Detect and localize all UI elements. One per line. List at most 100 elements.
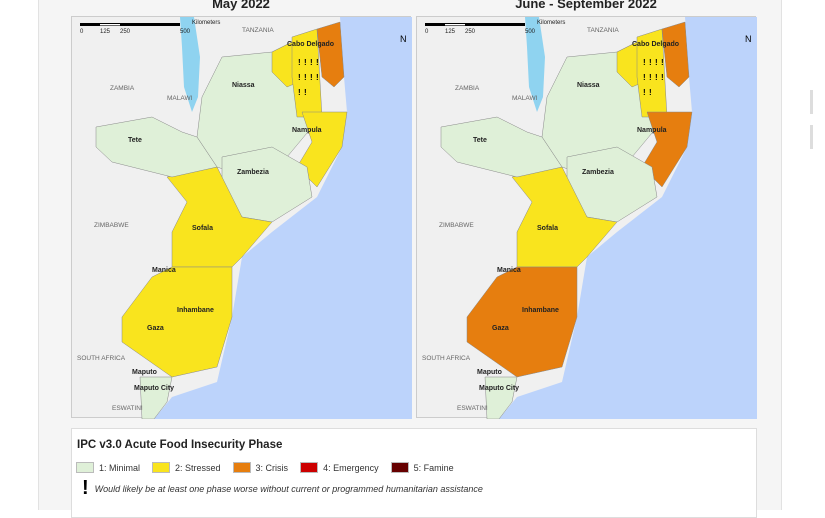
exclamation-marker: !: [304, 73, 307, 82]
scale-tick: 250: [120, 29, 131, 35]
region-central[interactable]: [166, 166, 273, 268]
north-arrow-icon: N: [745, 34, 752, 44]
exclamation-marker: !: [310, 58, 313, 67]
exclamation-marker: !: [661, 73, 664, 82]
province-label: Tete: [128, 137, 142, 144]
scale-tick: 250: [465, 29, 476, 35]
province-label: Gaza: [147, 325, 164, 332]
region-maputo[interactable]: [484, 376, 518, 419]
legend-title: IPC v3.0 Acute Food Insecurity Phase: [77, 439, 283, 451]
map-title-may: May 2022: [212, 0, 270, 11]
lake-malawi: [525, 17, 545, 112]
north-arrow-icon: N: [400, 34, 407, 44]
province-label: Maputo: [477, 369, 502, 376]
legend-swatch: [300, 462, 319, 473]
country-label: ZIMBABWE: [439, 222, 474, 229]
province-label: Manica: [497, 267, 521, 274]
exclamation-marker: !: [304, 58, 307, 67]
map-may-2022: !!!!!!!!!! N 0 125 250 500 Kilometers Niassa Ca…: [71, 16, 412, 419]
province-label: Tete: [473, 137, 487, 144]
province-label: Nampula: [637, 127, 667, 134]
country-label: TANZANIA: [242, 27, 274, 34]
province-label: Cabo Delgado: [287, 41, 335, 48]
exclamation-marker: !: [649, 73, 652, 82]
exclamation-marker: !: [655, 73, 658, 82]
province-label: Maputo: [132, 369, 157, 376]
region-cabo-delgado-coast[interactable]: [316, 21, 345, 88]
legend-swatch: [152, 462, 171, 473]
legend: IPC v3.0 Acute Food Insecurity Phase 1: …: [71, 428, 757, 518]
scroll-edge: [810, 90, 813, 114]
exclamation-marker: !: [661, 58, 664, 67]
scale-tick: 500: [180, 29, 191, 35]
legend-label: 4: Emergency: [323, 462, 379, 473]
province-label: Maputo City: [479, 385, 520, 392]
region-maputo[interactable]: [139, 376, 173, 419]
map-title-jun-sep: June - September 2022: [515, 0, 657, 11]
exclamation-marker: !: [298, 73, 301, 82]
exclamation-marker: !: [316, 58, 319, 67]
exclamation-marker: !: [649, 58, 652, 67]
country-label: ESWATINI: [457, 405, 488, 412]
province-label: Inhambane: [177, 307, 214, 314]
exclamation-marker: !: [316, 73, 319, 82]
country-label: ESWATINI: [112, 405, 143, 412]
region-south[interactable]: [466, 266, 578, 378]
province-label: Zambezia: [582, 169, 614, 176]
ocean: [154, 17, 412, 419]
region-nampula[interactable]: [296, 111, 348, 188]
lake-malawi: [180, 17, 200, 112]
legend-swatch: [76, 462, 94, 473]
region-cabo-delgado-coast[interactable]: [661, 21, 690, 88]
country-label: MALAWI: [167, 95, 193, 102]
country-label: MALAWI: [512, 95, 538, 102]
exclamation-marker: !: [298, 58, 301, 67]
country-label: SOUTH AFRICA: [77, 355, 126, 362]
legend-item: 3: Crisis: [232, 462, 288, 473]
scale-tick: 0: [425, 29, 429, 35]
scroll-edge: [810, 125, 813, 149]
legend-item: 1: Minimal: [76, 462, 140, 473]
note-text: Would likely be at least one phase worse…: [94, 483, 483, 494]
region-tete[interactable]: [95, 116, 218, 178]
region-south[interactable]: [121, 266, 233, 378]
legend-label: 1: Minimal: [99, 462, 141, 473]
province-label: Manica: [152, 267, 176, 274]
country-label: SOUTH AFRICA: [422, 355, 471, 362]
province-label: Nampula: [292, 127, 322, 134]
exclamation-marker: !: [304, 88, 307, 97]
province-label: Sofala: [537, 225, 559, 232]
legend-item: 2: Stressed: [152, 462, 221, 473]
province-label: Niassa: [232, 82, 255, 89]
scale-tick: 125: [445, 29, 456, 35]
legend-item: 5: Famine: [390, 462, 454, 473]
legend-label: 2: Stressed: [175, 462, 221, 473]
region-tete[interactable]: [440, 116, 563, 178]
exclamation-marker: !: [310, 73, 313, 82]
ocean: [499, 17, 757, 419]
province-label: Sofala: [192, 225, 214, 232]
exclamation-icon: !: [82, 477, 89, 499]
country-label: ZAMBIA: [110, 85, 135, 92]
province-label: Niassa: [577, 82, 600, 89]
exclamation-marker: !: [643, 58, 646, 67]
exclamation-marker: !: [655, 58, 658, 67]
scale-unit: Kilometers: [537, 20, 566, 26]
province-label: Gaza: [492, 325, 509, 332]
scale-tick: 125: [100, 29, 111, 35]
country-label: ZAMBIA: [455, 85, 480, 92]
region-central[interactable]: [511, 166, 618, 268]
exclamation-marker: !: [643, 73, 646, 82]
scale-tick: 500: [525, 29, 536, 35]
legend-item: 4: Emergency: [300, 462, 379, 473]
province-label: Maputo City: [134, 385, 175, 392]
scale-unit: Kilometers: [192, 20, 221, 26]
country-label: ZIMBABWE: [94, 222, 129, 229]
province-label: Zambezia: [237, 169, 269, 176]
region-nampula[interactable]: [641, 111, 693, 188]
exclamation-marker: !: [649, 88, 652, 97]
exclamation-marker: !: [643, 88, 646, 97]
exclamation-marker: !: [298, 88, 301, 97]
legend-label: 5: Famine: [413, 462, 454, 473]
humanitarian-note: ! Would likely be at least one phase wor…: [82, 477, 483, 500]
